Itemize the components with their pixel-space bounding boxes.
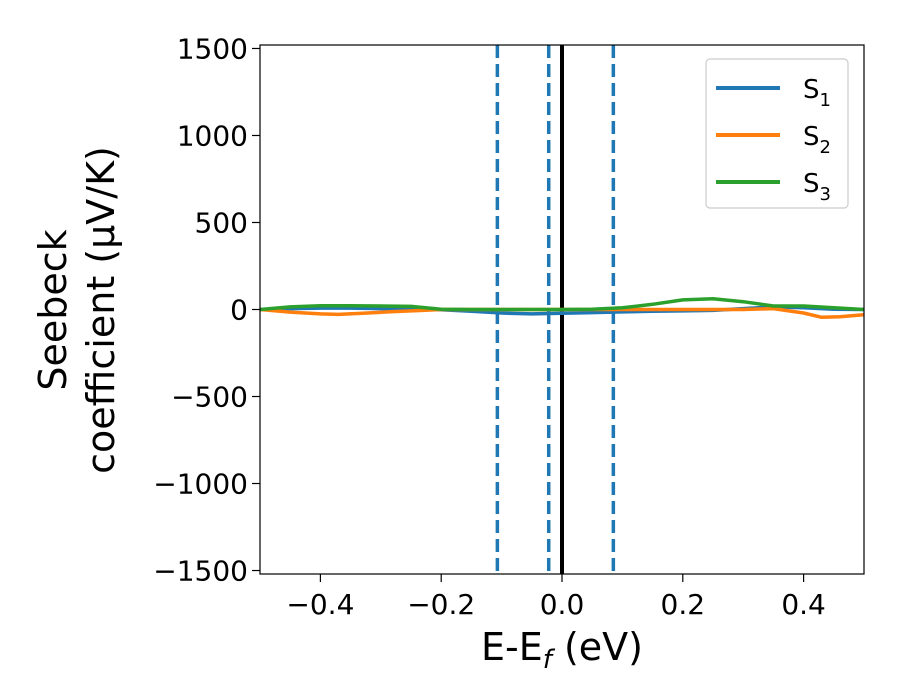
legend-label-s1: S1 <box>803 75 831 111</box>
y-axis: −1500 −1000 −500 0 500 1000 1500 <box>153 32 260 588</box>
x-axis: −0.4 −0.2 0.0 0.2 0.4 <box>286 574 826 621</box>
y-axis-title-line1: Seebeck <box>31 229 75 390</box>
y-axis-title: Seebeck coefficient (μV/K) <box>31 146 123 474</box>
y-axis-title-line2: coefficient (μV/K) <box>79 146 123 474</box>
y-tick-label: −500 <box>171 381 248 414</box>
legend: S1 S2 S3 <box>705 58 849 209</box>
x-tick-label: −0.2 <box>407 588 475 621</box>
x-tick-label: 0.0 <box>540 588 585 621</box>
series-line-s3 <box>260 296 864 312</box>
legend-label-s2: S2 <box>803 122 831 158</box>
x-tick-label: 0.2 <box>661 588 706 621</box>
y-tick-label: −1500 <box>153 555 248 588</box>
legend-label-s3: S3 <box>803 169 831 205</box>
x-axis-title-unit: (eV) <box>552 625 643 669</box>
x-axis-title: E-Ef (eV) <box>481 625 643 675</box>
x-axis-title-main: E-E <box>481 625 543 669</box>
plot-content <box>260 45 864 574</box>
y-tick-label: 1500 <box>177 32 248 65</box>
y-tick-label: −1000 <box>153 468 248 501</box>
x-tick-label: 0.4 <box>781 588 826 621</box>
y-tick-label: 500 <box>195 206 248 239</box>
y-tick-label: 1000 <box>177 119 248 152</box>
x-tick-label: −0.4 <box>286 588 354 621</box>
y-tick-label: 0 <box>230 294 248 327</box>
